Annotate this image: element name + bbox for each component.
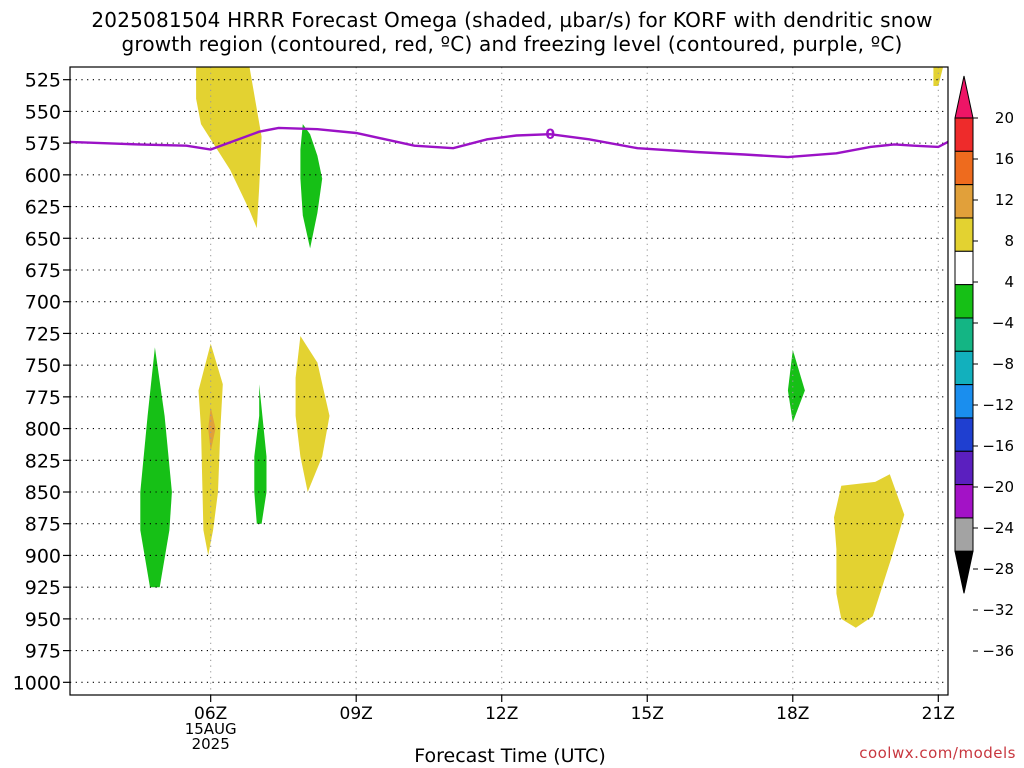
colorbar: 20 16 12 8 4 −4 −8 −12 −16 −20 −24 −28 −32 −36 (954, 75, 1014, 660)
colorbar-segment-7 (954, 317, 974, 352)
y-tick-label-650: 650 (25, 228, 61, 250)
x-tick-label-09Z: 09Z (340, 704, 373, 724)
y-tick-label-925: 925 (25, 577, 61, 599)
omega-region-1 (196, 67, 262, 229)
colorbar-label-5: −4 (992, 314, 1014, 332)
colorbar-segment-8 (954, 350, 974, 386)
omega-shading-layer (70, 67, 948, 695)
y-tick-label-875: 875 (25, 514, 61, 536)
omega-region-10 (933, 67, 944, 86)
omega-region-6 (208, 407, 216, 452)
omega-region-4 (140, 347, 172, 588)
x-tick-sublabel: 15AUG (185, 720, 237, 738)
y-tick-label-575: 575 (25, 133, 61, 155)
colorbar-segment-5 (954, 250, 974, 286)
omega-region-2 (300, 124, 323, 249)
x-tick-sublabel: 2025 (192, 735, 230, 753)
colorbar-label-12: −32 (982, 601, 1014, 619)
colorbar-segment-11 (954, 450, 974, 486)
colorbar-label-10: −24 (982, 519, 1014, 537)
colorbar-label-13: −36 (982, 642, 1014, 660)
y-tick-label-700: 700 (25, 292, 61, 314)
chart-title-line-1: 2025081504 HRRR Forecast Omega (shaded, … (91, 8, 933, 32)
y-tick-label-625: 625 (25, 197, 61, 219)
colorbar-segment-9 (954, 384, 974, 419)
freezing-level-label: 0 (545, 127, 555, 143)
colorbar-label-2: 12 (995, 191, 1014, 209)
omega-region-7 (254, 384, 267, 524)
y-tick-label-750: 750 (25, 355, 61, 377)
colorbar-segment-2 (954, 150, 974, 186)
omega-region-8 (787, 349, 805, 423)
colorbar-segment-10 (954, 417, 974, 452)
x-tick-label-21Z: 21Z (922, 704, 955, 724)
y-tick-label-675: 675 (25, 260, 61, 282)
y-tick-label-775: 775 (25, 387, 61, 409)
colorbar-label-6: −8 (992, 355, 1014, 373)
colorbar-label-3: 8 (1004, 232, 1014, 250)
y-tick-label-600: 600 (25, 165, 61, 187)
x-tick-label-15Z: 15Z (631, 704, 664, 724)
x-axis-label: Forecast Time (UTC) (414, 745, 606, 767)
y-axis: 525 550 575 600 625 650 675 700 725 750 775 800 825 8… (13, 70, 70, 694)
freezing-level-layer: 0 (70, 126, 948, 159)
colorbar-label-0: 20 (995, 109, 1014, 127)
y-tick-label-1000: 1000 (13, 672, 61, 694)
colorbar-label-11: −28 (982, 560, 1014, 578)
colorbar-label-4: 4 (1004, 273, 1014, 291)
y-tick-label-900: 900 (25, 545, 61, 567)
y-tick-label-800: 800 (25, 419, 61, 441)
credit-text: coolwx.com/models (859, 744, 1016, 762)
x-tick-label-06Z: 06Z (194, 704, 227, 724)
colorbar-top-arrow (954, 75, 974, 119)
y-tick-label-825: 825 (25, 450, 61, 472)
y-tick-label-550: 550 (25, 101, 61, 123)
omega-region-9 (834, 474, 905, 628)
gridlines (70, 67, 948, 695)
omega-region-3 (295, 336, 330, 492)
colorbar-label-1: 16 (995, 150, 1014, 168)
colorbar-label-9: −20 (982, 478, 1014, 496)
colorbar-segment-6 (954, 284, 974, 319)
y-tick-label-950: 950 (25, 609, 61, 631)
y-tick-label-850: 850 (25, 482, 61, 504)
colorbar-segment-12 (954, 484, 974, 519)
x-tick-label-18Z: 18Z (776, 704, 809, 724)
colorbar-bottom-arrow (954, 550, 974, 594)
colorbar-label-8: −16 (982, 437, 1014, 455)
colorbar-label-7: −12 (982, 396, 1014, 414)
y-tick-label-525: 525 (25, 70, 61, 92)
x-tick-label-12Z: 12Z (485, 704, 518, 724)
freezing-level-line (70, 126, 948, 159)
y-tick-label-975: 975 (25, 641, 61, 663)
colorbar-segment-13 (954, 517, 974, 552)
chart-title-line-2: growth region (contoured, red, ºC) and f… (121, 32, 903, 56)
plot-frame (69, 66, 949, 696)
colorbar-segment-1 (954, 117, 974, 152)
y-tick-label-725: 725 (25, 323, 61, 345)
colorbar-segment-3 (954, 184, 974, 219)
colorbar-segment-4 (954, 217, 974, 252)
